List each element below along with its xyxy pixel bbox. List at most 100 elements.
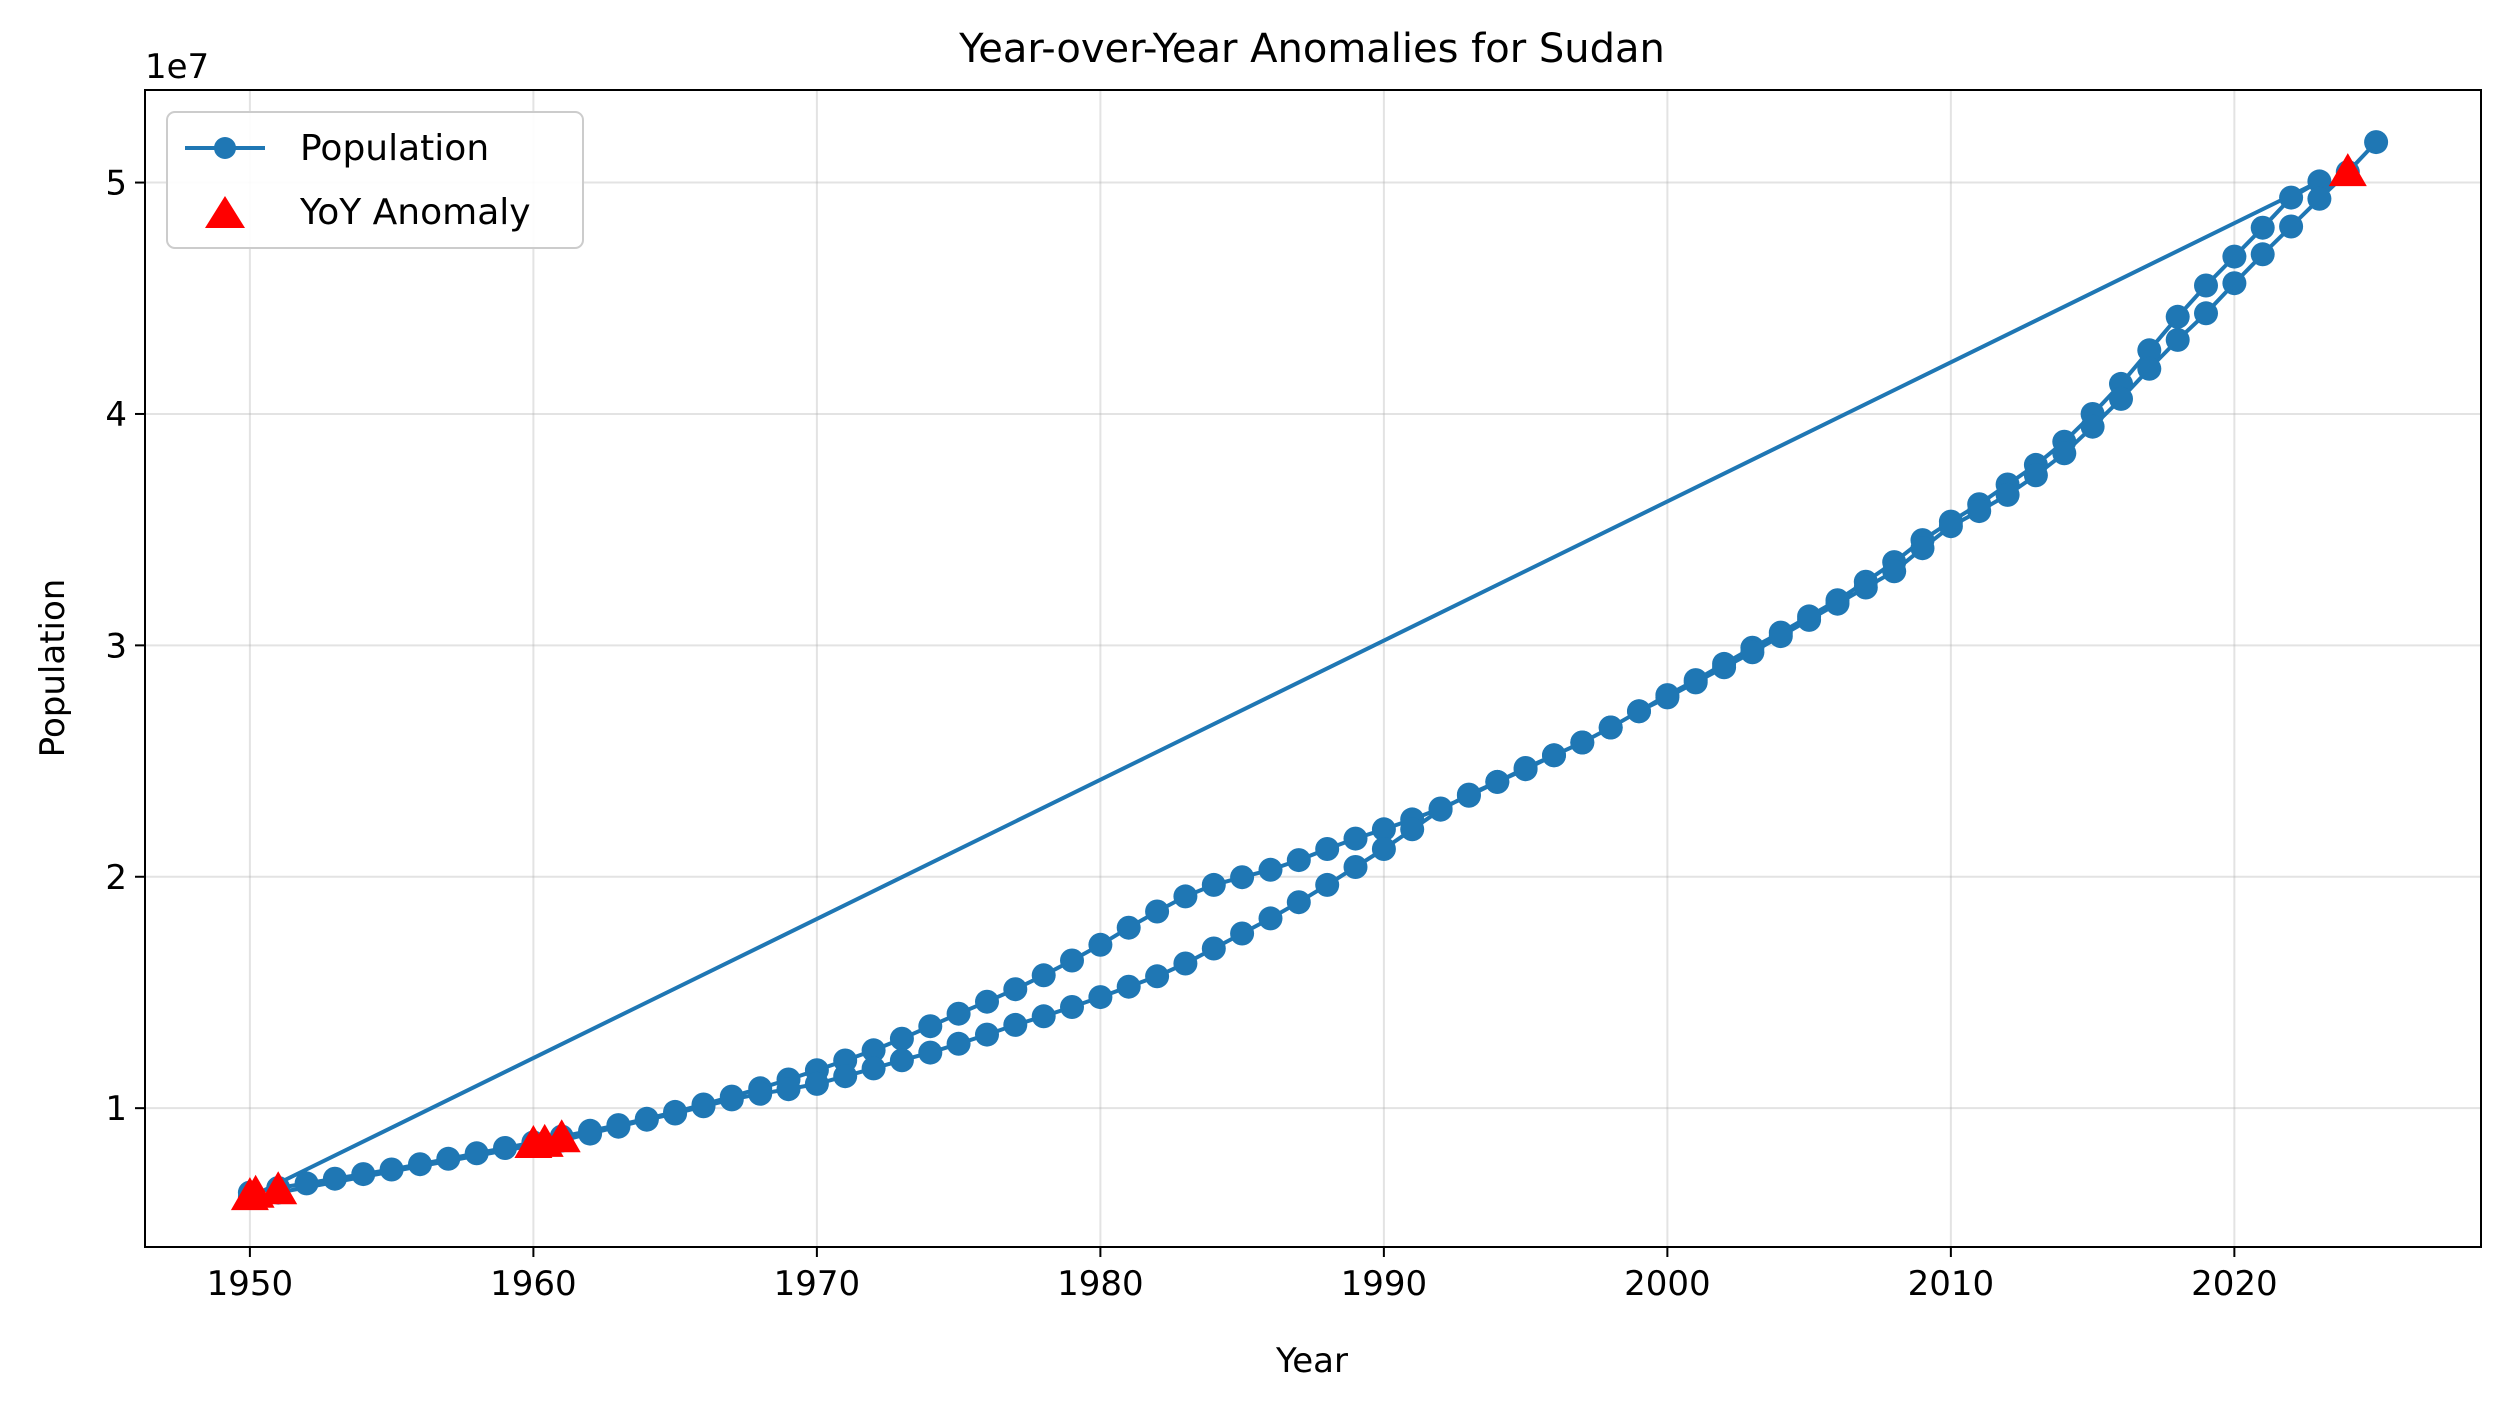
- population-point: [1570, 730, 1595, 755]
- population-point: [464, 1141, 489, 1166]
- population-point: [1286, 890, 1311, 915]
- population-point: [1627, 699, 1651, 724]
- plot-frame: [144, 89, 2482, 1248]
- population-point: [2080, 414, 2105, 439]
- population-point: [719, 1087, 744, 1112]
- population-point: [1400, 817, 1425, 842]
- legend-box: [166, 111, 584, 249]
- population-point: [2364, 130, 2389, 155]
- population-point: [1371, 817, 1396, 842]
- x-tick-label: 2000: [1624, 1264, 1711, 1304]
- population-point: [1343, 855, 1368, 879]
- population-point: [889, 1048, 914, 1073]
- population-point: [1060, 995, 1084, 1019]
- population-point: [1031, 1004, 1056, 1029]
- population-point: [1343, 826, 1368, 851]
- population-point: [1230, 921, 1255, 946]
- population-point: [1173, 884, 1198, 909]
- population-point: [804, 1071, 829, 1096]
- legend-population-label: Population: [300, 128, 489, 169]
- population-point: [493, 1136, 517, 1160]
- anomaly-marker: [259, 1171, 298, 1205]
- population-point: [1485, 769, 1510, 794]
- population-point: [1088, 932, 1113, 957]
- population-point: [2052, 441, 2077, 466]
- population-point: [1967, 499, 1992, 524]
- anomaly-marker: [2328, 153, 2367, 187]
- population-point: [1825, 591, 1850, 616]
- x-tick-label: 1990: [1341, 1264, 1428, 1304]
- y-tick-label: 5: [105, 164, 127, 204]
- population-point: [2222, 271, 2247, 296]
- y-tick-label: 1: [105, 1089, 127, 1129]
- population-point: [1201, 872, 1226, 897]
- population-point: [1740, 640, 1765, 665]
- population-point: [1712, 655, 1737, 680]
- axis-ticks: 1950 1960 1970 1980 1990 2000 2010 2020 1 2 3 4 5: [105, 164, 2277, 1304]
- population-point: [2307, 186, 2332, 211]
- population-point: [861, 1056, 886, 1081]
- x-tick-label: 2020: [2191, 1264, 2278, 1304]
- population-point: [2250, 215, 2275, 240]
- population-point: [889, 1026, 914, 1051]
- population-point: [691, 1094, 716, 1119]
- population-point: [634, 1107, 659, 1132]
- legend-population-marker: [214, 137, 236, 159]
- population-point: [436, 1146, 461, 1171]
- population-point: [606, 1114, 631, 1139]
- population-point: [1683, 670, 1708, 695]
- population-point: [322, 1166, 347, 1191]
- population-point: [975, 989, 999, 1014]
- population-point: [2194, 301, 2218, 326]
- population-point: [1258, 857, 1283, 882]
- legend-anomaly-label: YoY Anomaly: [299, 192, 531, 233]
- population-point: [946, 1031, 971, 1056]
- series-layer: [230, 130, 2389, 1211]
- population-point: [1655, 685, 1680, 710]
- population-point: [294, 1171, 319, 1196]
- y-tick-label: 4: [105, 395, 127, 435]
- legend-anomaly-marker: [205, 196, 245, 228]
- population-point: [1542, 743, 1566, 768]
- population-point: [1201, 936, 1226, 961]
- population-point: [1230, 865, 1255, 890]
- population-point: [1995, 482, 2020, 507]
- population-point: [1428, 797, 1453, 822]
- population-point: [748, 1081, 773, 1106]
- population-point: [2250, 242, 2275, 267]
- population-point: [1315, 837, 1340, 861]
- population-point: [663, 1101, 688, 1126]
- population-point: [2307, 169, 2332, 194]
- population-point: [1315, 872, 1340, 897]
- y-tick-label: 2: [105, 858, 127, 898]
- population-point: [2194, 273, 2218, 298]
- population-point: [2137, 338, 2162, 363]
- population-point: [2279, 185, 2304, 210]
- population-point: [2023, 463, 2048, 488]
- x-axis-label: Year: [1275, 1341, 1348, 1381]
- population-point: [2165, 327, 2190, 352]
- population-point: [1031, 963, 1056, 988]
- population-line: [247, 140, 2378, 1200]
- population-point: [1116, 974, 1141, 999]
- population-point: [2165, 304, 2190, 329]
- population-point: [1060, 948, 1084, 973]
- population-point: [1768, 624, 1793, 649]
- chart-title: Year-over-Year Anomalies for Sudan: [958, 26, 1665, 72]
- population-point: [861, 1038, 886, 1063]
- population-point: [946, 1001, 971, 1026]
- population-point: [379, 1157, 404, 1182]
- population-point: [975, 1022, 999, 1047]
- population-point: [1456, 782, 1481, 807]
- anomaly-marker: [542, 1119, 581, 1153]
- y-axis-label: Population: [33, 579, 73, 758]
- population-point: [1145, 899, 1170, 924]
- population-point: [1003, 977, 1028, 1002]
- population-point: [918, 1040, 943, 1065]
- x-tick-label: 1960: [490, 1264, 577, 1304]
- population-point: [1938, 514, 1963, 539]
- x-tick-label: 1980: [1057, 1264, 1144, 1304]
- population-point: [1371, 837, 1396, 861]
- y-tick-label: 3: [105, 626, 127, 666]
